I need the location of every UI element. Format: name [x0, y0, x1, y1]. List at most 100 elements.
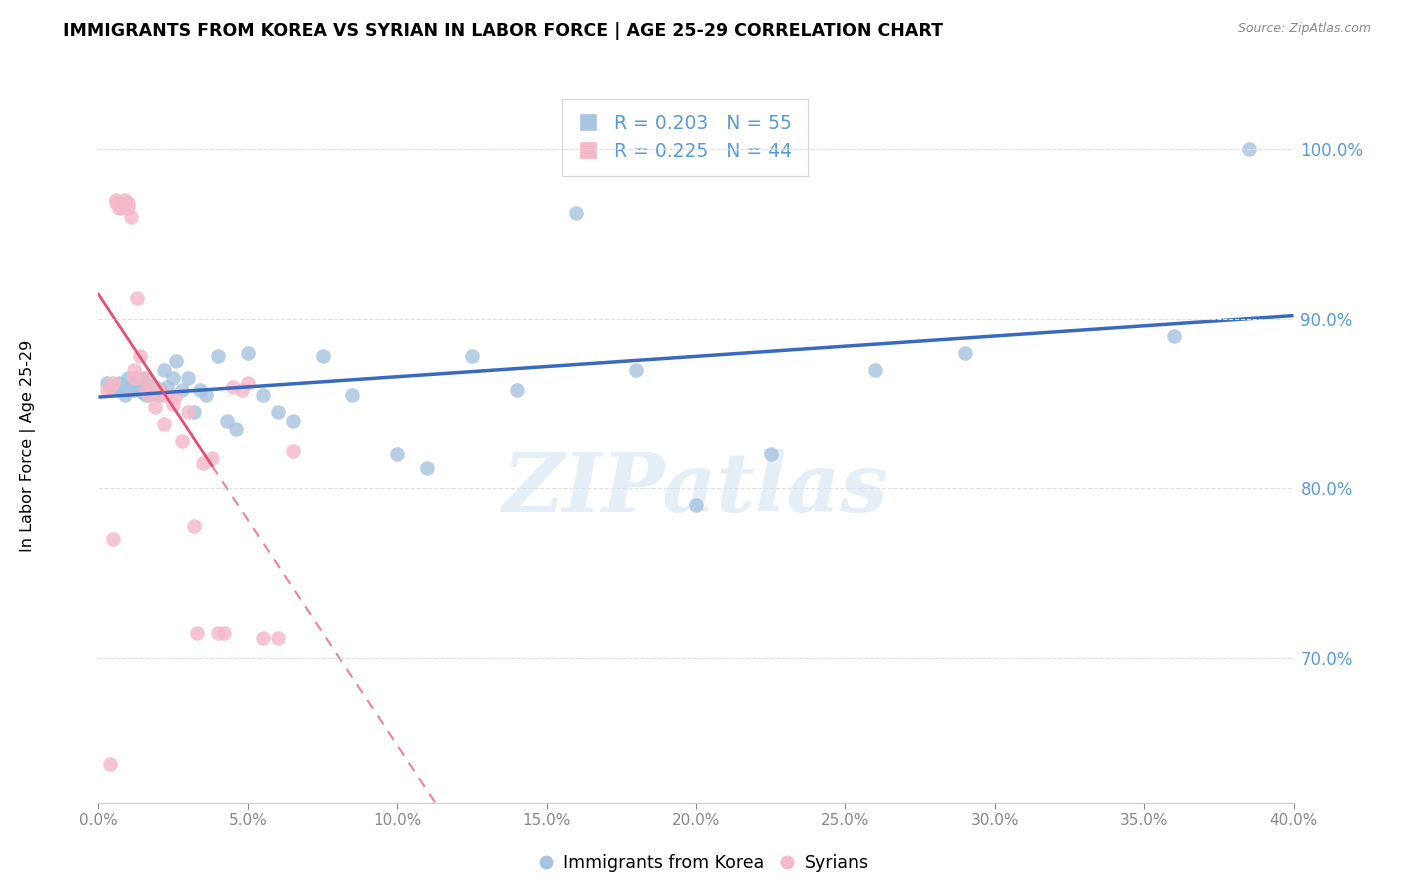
Point: [267, 405, 290, 419]
Point: [143, 400, 166, 414]
Point: [416, 461, 439, 475]
Legend: R = 0.203   N = 55, R = 0.225   N = 44: R = 0.203 N = 55, R = 0.225 N = 44: [562, 99, 807, 176]
Point: [148, 388, 170, 402]
Point: [153, 417, 176, 431]
Point: [124, 379, 146, 393]
Point: [177, 371, 200, 385]
Point: [215, 413, 238, 427]
Point: [100, 379, 122, 393]
Point: [143, 379, 166, 393]
Point: [129, 349, 152, 363]
Point: [281, 413, 304, 427]
Point: [108, 376, 131, 391]
Point: [117, 383, 139, 397]
Point: [281, 444, 304, 458]
Point: [207, 626, 229, 640]
Point: [236, 345, 259, 359]
Point: [207, 349, 229, 363]
Point: [132, 371, 155, 385]
Point: [124, 371, 146, 385]
Point: [153, 362, 176, 376]
Point: [96, 383, 118, 397]
Point: [252, 388, 274, 402]
Point: [865, 362, 887, 376]
Point: [311, 349, 333, 363]
Point: [150, 388, 173, 402]
Point: [385, 448, 409, 462]
Text: IMMIGRANTS FROM KOREA VS SYRIAN IN LABOR FORCE | AGE 25-29 CORRELATION CHART: IMMIGRANTS FROM KOREA VS SYRIAN IN LABOR…: [63, 22, 943, 40]
Point: [195, 388, 218, 402]
Point: [685, 499, 707, 513]
Point: [148, 383, 170, 397]
Point: [759, 448, 782, 462]
Point: [141, 379, 163, 393]
Point: [141, 379, 163, 393]
Point: [236, 376, 259, 391]
Point: [138, 388, 160, 402]
Point: [1237, 142, 1260, 156]
Point: [96, 376, 118, 391]
Point: [252, 631, 274, 645]
Point: [138, 379, 160, 393]
Point: [132, 376, 155, 391]
Point: [114, 379, 136, 393]
Point: [222, 379, 245, 393]
Point: [135, 383, 157, 397]
Point: [177, 405, 200, 419]
Point: [156, 388, 179, 402]
Point: [103, 376, 125, 391]
Point: [129, 383, 152, 397]
Point: [506, 383, 529, 397]
Point: [103, 379, 125, 393]
Text: Source: ZipAtlas.com: Source: ZipAtlas.com: [1237, 22, 1371, 36]
Text: In Labor Force | Age 25-29: In Labor Force | Age 25-29: [20, 340, 37, 552]
Point: [124, 383, 146, 397]
Point: [183, 405, 205, 419]
Point: [231, 383, 253, 397]
Point: [127, 379, 149, 393]
Point: [114, 193, 136, 207]
Point: [156, 379, 179, 393]
Point: [132, 386, 155, 401]
Point: [127, 291, 149, 305]
Point: [1163, 328, 1185, 343]
Point: [172, 434, 194, 448]
Point: [141, 386, 163, 401]
Point: [117, 201, 139, 215]
Point: [953, 345, 976, 359]
Point: [105, 383, 128, 397]
Point: [135, 371, 157, 385]
Point: [172, 383, 194, 397]
Point: [105, 196, 128, 211]
Point: [111, 196, 134, 211]
Point: [267, 631, 290, 645]
Point: [108, 201, 131, 215]
Point: [165, 354, 187, 368]
Point: [111, 383, 134, 397]
Point: [117, 371, 139, 385]
Point: [117, 196, 139, 211]
Point: [150, 383, 173, 397]
Point: [461, 349, 484, 363]
Point: [124, 362, 146, 376]
Text: ZIPatlas: ZIPatlas: [503, 449, 889, 529]
Point: [135, 388, 157, 402]
Point: [201, 450, 224, 465]
Point: [127, 371, 149, 385]
Point: [105, 193, 128, 207]
Point: [626, 362, 648, 376]
Point: [165, 388, 187, 402]
Point: [162, 371, 184, 385]
Point: [162, 396, 184, 410]
Point: [188, 383, 211, 397]
Point: [114, 196, 136, 211]
Point: [342, 388, 364, 402]
Point: [100, 756, 122, 771]
Legend: Immigrants from Korea, Syrians: Immigrants from Korea, Syrians: [530, 847, 876, 879]
Point: [103, 533, 125, 547]
Point: [111, 201, 134, 215]
Point: [114, 388, 136, 402]
Point: [212, 626, 235, 640]
Point: [183, 519, 205, 533]
Point: [186, 626, 208, 640]
